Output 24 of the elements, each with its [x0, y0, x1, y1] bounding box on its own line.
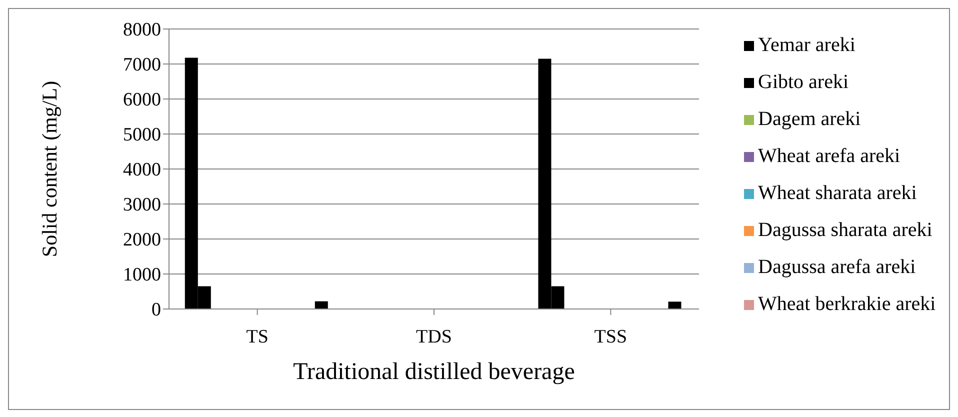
y-tick-label: 2000 [123, 230, 161, 251]
legend-label: Wheat sharata areki [758, 182, 917, 205]
legend-label: Dagem areki [758, 108, 861, 131]
bar [668, 302, 682, 309]
x-tick-label: TSS [594, 326, 628, 348]
bar [314, 301, 328, 309]
x-tick-label: TS [246, 326, 268, 348]
y-tick-label: 7000 [123, 54, 161, 76]
x-axis-title: Traditional distilled beverage [293, 359, 575, 385]
y-tick-label: 8000 [123, 20, 161, 41]
y-tick-label: 0 [152, 300, 161, 321]
y-tick-label: 5000 [123, 124, 161, 146]
y-axis-title: Solid content (mg/L) [37, 80, 62, 258]
legend-label: Wheat berkrakie areki [758, 293, 936, 316]
y-tick-label: 4000 [123, 160, 161, 181]
legend-label: Gibto areki [758, 71, 849, 94]
y-tick-label: 3000 [123, 194, 161, 216]
legend-label: Yemar areki [758, 34, 856, 57]
y-tick-label: 6000 [123, 90, 161, 111]
y-tick-label: 1000 [123, 264, 161, 286]
x-tick-label: TDS [416, 326, 452, 348]
legend-label: Dagussa sharata areki [758, 219, 932, 242]
legend-label: Wheat arefa areki [758, 145, 900, 168]
legend-label: Dagussa arefa areki [758, 256, 916, 279]
